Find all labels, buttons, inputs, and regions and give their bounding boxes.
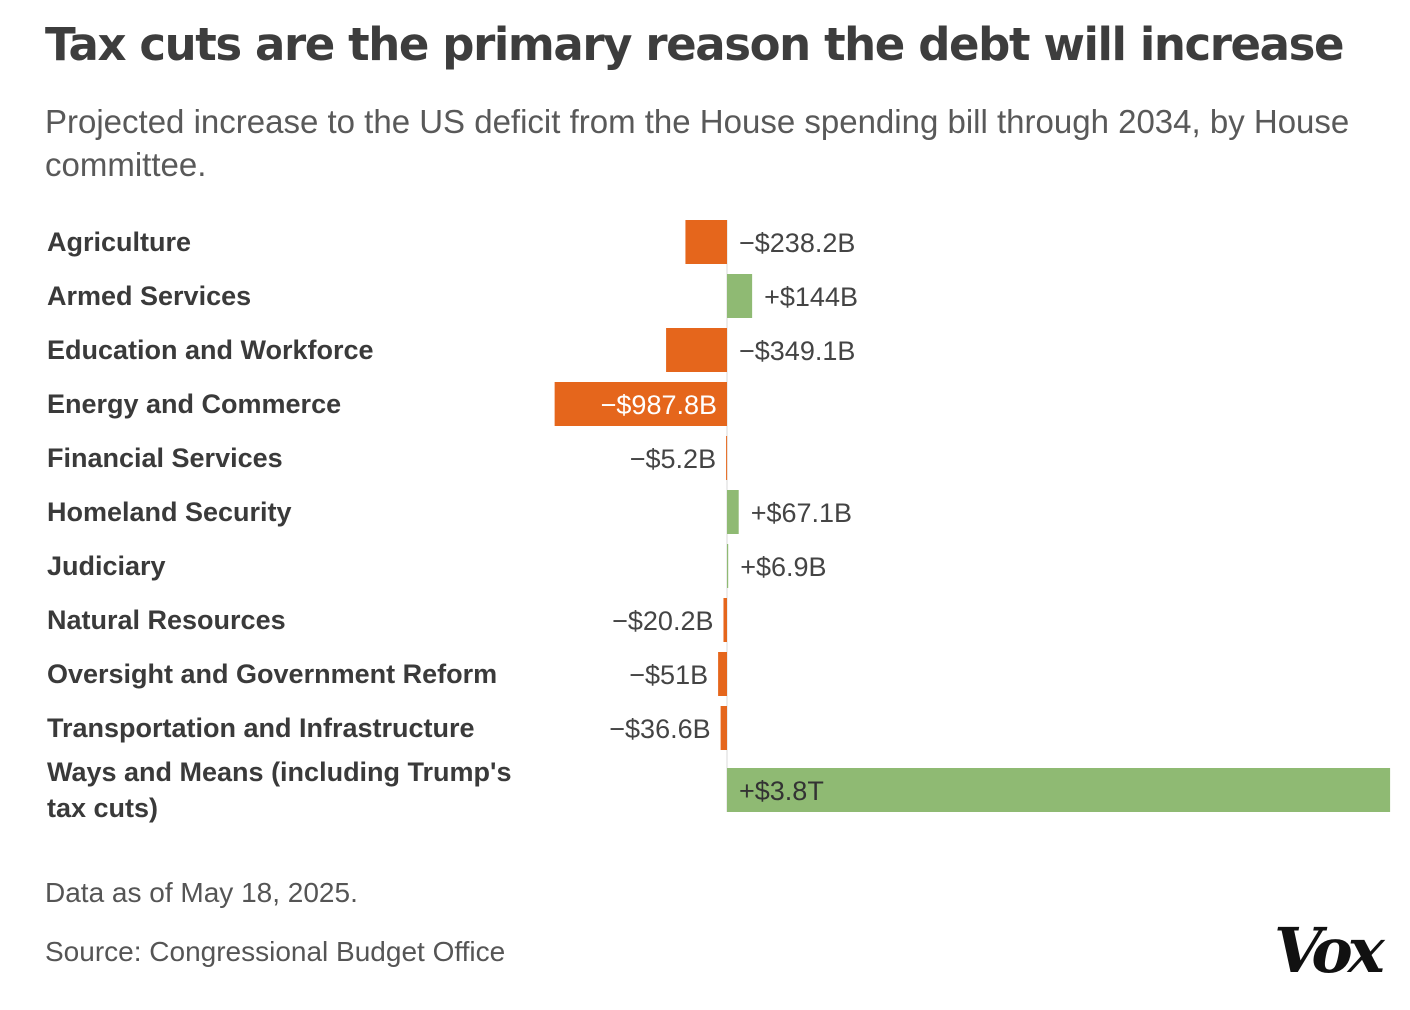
category-label-line: Natural Resources xyxy=(47,605,286,635)
value-label: +$6.9B xyxy=(740,552,826,582)
bar xyxy=(718,652,727,696)
value-label: −$5.2B xyxy=(630,444,716,474)
bar xyxy=(723,598,727,642)
value-label: −$987.8B xyxy=(601,390,717,420)
category-label: Transportation and Infrastructure xyxy=(47,713,475,743)
bar xyxy=(666,328,727,372)
bar xyxy=(727,768,1391,812)
bar xyxy=(685,220,727,264)
category-label: Armed Services xyxy=(47,281,251,311)
vox-logo: Vox xyxy=(1274,914,1391,984)
chart-subtitle: Projected increase to the US deficit fro… xyxy=(45,103,1350,183)
chart-title: Tax cuts are the primary reason the debt… xyxy=(45,18,1345,71)
category-label: Ways and Means (including Trump's tax cut… xyxy=(47,757,511,823)
bar xyxy=(726,436,728,480)
category-label-line: Transportation and Infrastructure xyxy=(47,713,475,743)
category-label: Oversight and Government Reform xyxy=(47,659,497,689)
category-label: Homeland Security xyxy=(47,497,292,527)
category-label: Energy and Commerce xyxy=(47,389,341,419)
category-label-line: Energy and Commerce xyxy=(47,389,341,419)
category-label-line: Homeland Security xyxy=(47,497,292,527)
value-label: −$51B xyxy=(629,660,708,690)
category-label-line: tax cuts) xyxy=(47,793,158,823)
value-label: +$144B xyxy=(764,282,858,312)
vox-logo-text: Vox xyxy=(1274,914,1386,984)
category-label: Education and Workforce xyxy=(47,335,374,365)
value-label: −$349.1B xyxy=(739,336,855,366)
data-date-note: Data as of May 18, 2025. xyxy=(45,877,358,908)
category-label: Natural Resources xyxy=(47,605,286,635)
value-label: −$36.6B xyxy=(609,714,710,744)
category-label-line: Agriculture xyxy=(47,227,191,257)
bar xyxy=(720,706,727,750)
category-label-line: Education and Workforce xyxy=(47,335,374,365)
value-label: −$20.2B xyxy=(612,606,713,636)
bar xyxy=(727,274,753,318)
bar xyxy=(727,490,739,534)
bar xyxy=(727,544,729,588)
value-label: +$3.8T xyxy=(739,776,824,806)
category-label-line: Armed Services xyxy=(47,281,251,311)
category-label-line: Ways and Means (including Trump's xyxy=(47,757,511,787)
category-label: Agriculture xyxy=(47,227,191,257)
bar xyxy=(554,382,727,426)
category-label-line: Financial Services xyxy=(47,443,283,473)
source-note: Source: Congressional Budget Office xyxy=(45,936,506,967)
category-label: Financial Services xyxy=(47,443,283,473)
category-label-line: Oversight and Government Reform xyxy=(47,659,497,689)
category-label: Judiciary xyxy=(47,551,166,581)
category-label-line: Judiciary xyxy=(47,551,166,581)
value-label: +$67.1B xyxy=(751,498,852,528)
value-label: −$238.2B xyxy=(739,228,855,258)
